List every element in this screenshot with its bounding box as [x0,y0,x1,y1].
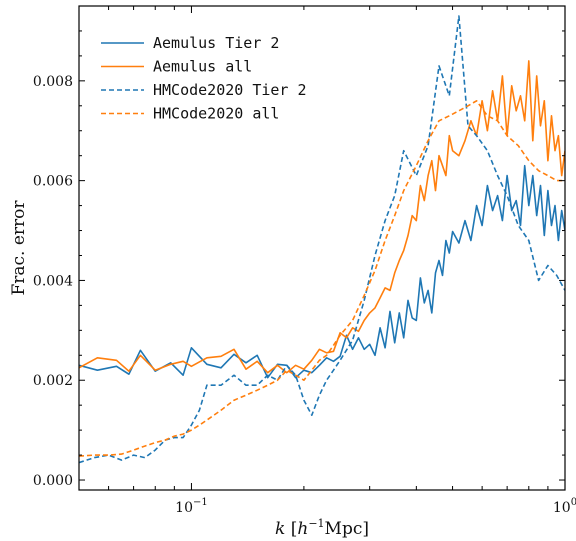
x-tick-label: 10−1 [175,497,208,516]
legend-label-4: HMCode2020 all [153,105,279,123]
series-layer [79,15,565,464]
legend-label-3: HMCode2020 Tier 2 [153,81,307,99]
x-tick-exponent: 0 [571,497,576,508]
y-axis-label: Frac. error [9,200,29,296]
series-line-1 [79,164,565,379]
x-axis-label-exponent: −1 [308,517,324,530]
y-tick-label: 0.004 [33,273,73,289]
x-axis-label-open: [ [285,519,297,539]
x-axis-label-h: h [297,519,308,539]
x-tick-base: 10 [553,500,571,516]
series-line-3 [79,15,565,464]
legend-label-1: Aemulus Tier 2 [153,34,279,52]
x-axis-label: k [h−1Mpc] [275,517,369,539]
x-tick-label: 100 [553,497,576,516]
legend-label-2: Aemulus all [153,58,252,76]
x-tick-base: 10 [175,500,193,516]
y-tick-label: 0.006 [33,174,73,190]
x-tick-exponent: −1 [193,497,208,508]
y-tick-label: 0.000 [33,473,73,489]
series-line-4 [79,100,565,457]
y-tick-label: 0.002 [33,373,73,389]
y-tick-label: 0.008 [33,74,73,90]
series-line-2 [79,60,565,374]
legend: Aemulus Tier 2 Aemulus all HMCode2020 Tier… [101,34,307,123]
x-axis-label-unit: Mpc] [325,519,369,539]
plot-frame [78,5,566,491]
x-axis-label-k: k [275,519,285,539]
